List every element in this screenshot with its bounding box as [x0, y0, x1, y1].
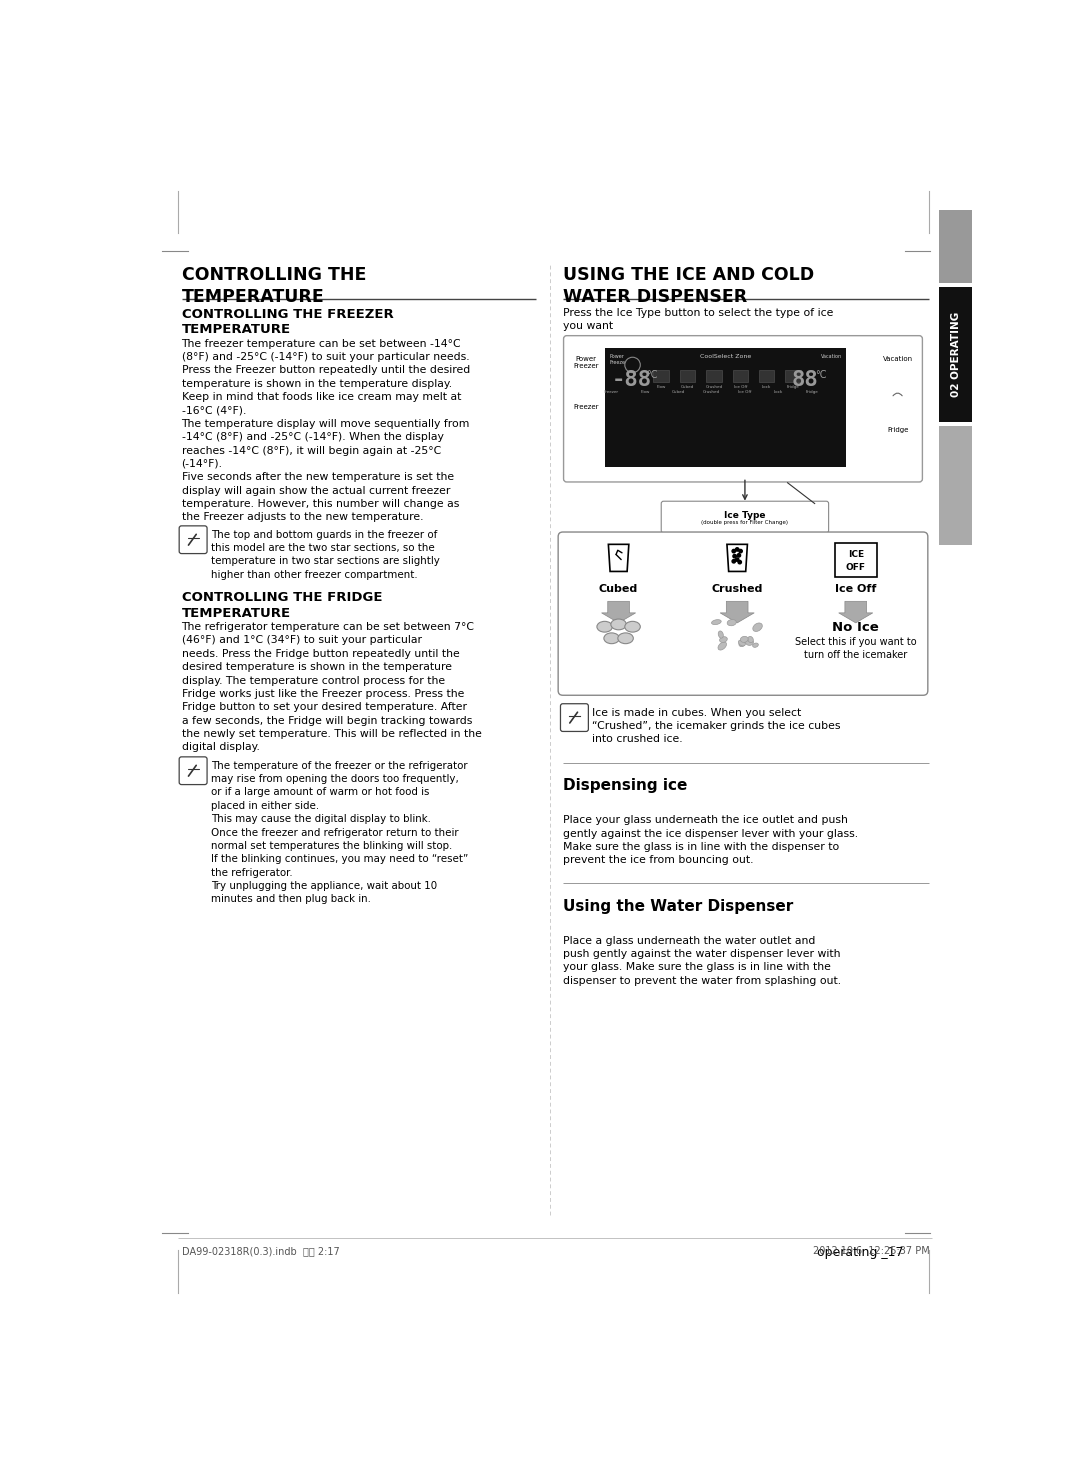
Ellipse shape [739, 640, 745, 646]
Ellipse shape [625, 621, 640, 632]
Text: Cubed: Cubed [599, 585, 638, 595]
Ellipse shape [712, 620, 721, 624]
Text: Crushed: Crushed [712, 585, 762, 595]
FancyBboxPatch shape [179, 757, 207, 784]
Text: Crushed: Crushed [703, 391, 720, 394]
Text: Power
Freeze: Power Freeze [609, 354, 625, 364]
Bar [653, 370, 669, 382]
Text: -88: -88 [611, 370, 651, 391]
Text: OFF: OFF [846, 563, 866, 571]
Ellipse shape [597, 621, 612, 632]
Circle shape [732, 560, 735, 563]
Text: The top and bottom guards in the freezer of
this model are the two star sections: The top and bottom guards in the freezer… [211, 530, 440, 580]
Text: operating _17: operating _17 [816, 1246, 904, 1259]
Text: No Ice: No Ice [833, 621, 879, 635]
Bar [706, 370, 721, 382]
FancyBboxPatch shape [661, 501, 828, 533]
Ellipse shape [727, 620, 737, 626]
Ellipse shape [739, 640, 745, 646]
Bar [940, 426, 972, 545]
Polygon shape [839, 601, 873, 623]
Text: Ice Off: Ice Off [733, 385, 747, 389]
Circle shape [739, 549, 742, 552]
Polygon shape [720, 601, 754, 623]
Ellipse shape [604, 633, 619, 643]
Text: CoolSelect Zone: CoolSelect Zone [700, 354, 752, 358]
Ellipse shape [718, 642, 727, 651]
Ellipse shape [618, 633, 633, 643]
Bar [940, 210, 972, 284]
Text: Vacation: Vacation [882, 355, 913, 361]
Bar [732, 370, 748, 382]
Text: The freezer temperature can be set between -14°C
(8°F) and -25°C (-14°F) to suit: The freezer temperature can be set betwe… [181, 339, 470, 523]
Ellipse shape [753, 623, 762, 632]
Text: The refrigerator temperature can be set between 7°C
(46°F) and 1°C (34°F) to sui: The refrigerator temperature can be set … [181, 621, 482, 752]
Text: Place a glass underneath the water outlet and
push gently against the water disp: Place a glass underneath the water outle… [563, 936, 841, 986]
Text: Fridge: Fridge [786, 385, 799, 389]
Ellipse shape [611, 618, 626, 630]
Text: 02 OPERATING: 02 OPERATING [950, 311, 961, 397]
Ellipse shape [753, 643, 758, 648]
Text: °C: °C [646, 370, 658, 380]
Text: Ice Off: Ice Off [739, 391, 752, 394]
Text: Ice is made in cubes. When you select
“Crushed”, the icemaker grinds the ice cub: Ice is made in cubes. When you select “C… [592, 708, 840, 745]
Circle shape [735, 548, 739, 551]
Text: CONTROLLING THE
TEMPERATURE: CONTROLLING THE TEMPERATURE [181, 266, 366, 306]
FancyBboxPatch shape [835, 544, 877, 577]
Bar [940, 286, 972, 422]
Text: Ice Type: Ice Type [725, 511, 766, 520]
Ellipse shape [740, 636, 748, 642]
Circle shape [733, 554, 737, 558]
Text: Vacation: Vacation [821, 354, 842, 358]
Text: USING THE ICE AND COLD
WATER DISPENSER: USING THE ICE AND COLD WATER DISPENSER [563, 266, 814, 306]
Text: CONTROLLING THE FREEZER
TEMPERATURE: CONTROLLING THE FREEZER TEMPERATURE [181, 308, 393, 336]
Text: Cubed: Cubed [681, 385, 694, 389]
Text: Freezer: Freezer [573, 404, 598, 410]
FancyBboxPatch shape [179, 526, 207, 554]
FancyBboxPatch shape [564, 336, 922, 482]
Text: 88: 88 [792, 370, 819, 391]
Ellipse shape [745, 639, 754, 645]
Text: Power
Freezer: Power Freezer [573, 355, 598, 369]
Bar [679, 370, 696, 382]
Text: (double press for Filter Change): (double press for Filter Change) [701, 520, 788, 524]
Text: Dispensing ice: Dispensing ice [563, 779, 687, 793]
Text: Ice Off: Ice Off [835, 585, 877, 595]
Text: Crushed: Crushed [705, 385, 723, 389]
Text: Flow: Flow [657, 385, 666, 389]
Ellipse shape [719, 636, 727, 642]
Text: Flow: Flow [640, 391, 650, 394]
Text: Cubed: Cubed [672, 391, 685, 394]
Text: Freezer: Freezer [604, 391, 619, 394]
Circle shape [732, 549, 735, 552]
Ellipse shape [718, 632, 724, 638]
Text: Fridge: Fridge [887, 427, 908, 433]
FancyBboxPatch shape [558, 532, 928, 695]
Ellipse shape [747, 636, 754, 642]
Text: °C: °C [814, 370, 826, 380]
Circle shape [738, 554, 741, 557]
Bar [759, 370, 774, 382]
Bar [606, 348, 846, 467]
Text: 2012.10.6  12:25:37 PM: 2012.10.6 12:25:37 PM [812, 1246, 930, 1256]
Text: ICE: ICE [848, 551, 864, 560]
Polygon shape [602, 601, 636, 623]
FancyBboxPatch shape [561, 704, 589, 732]
Text: Lock: Lock [762, 385, 771, 389]
Text: Select this if you want to
turn off the icemaker: Select this if you want to turn off the … [795, 636, 917, 660]
Bar [785, 370, 800, 382]
Text: The temperature of the freezer or the refrigerator
may rise from opening the doo: The temperature of the freezer or the re… [211, 761, 469, 905]
Text: Press the Ice Type button to select the type of ice
you want: Press the Ice Type button to select the … [563, 308, 833, 332]
Circle shape [738, 561, 742, 564]
Text: Using the Water Dispenser: Using the Water Dispenser [563, 899, 793, 914]
Circle shape [735, 558, 739, 561]
Text: Lock: Lock [773, 391, 783, 394]
Text: Place your glass underneath the ice outlet and push
gently against the ice dispe: Place your glass underneath the ice outl… [563, 815, 858, 865]
Text: Fridge: Fridge [806, 391, 818, 394]
Text: CONTROLLING THE FRIDGE
TEMPERATURE: CONTROLLING THE FRIDGE TEMPERATURE [181, 592, 382, 620]
Text: DA99-02318R(0.3).indb  섹션 2:17: DA99-02318R(0.3).indb 섹션 2:17 [181, 1246, 339, 1256]
